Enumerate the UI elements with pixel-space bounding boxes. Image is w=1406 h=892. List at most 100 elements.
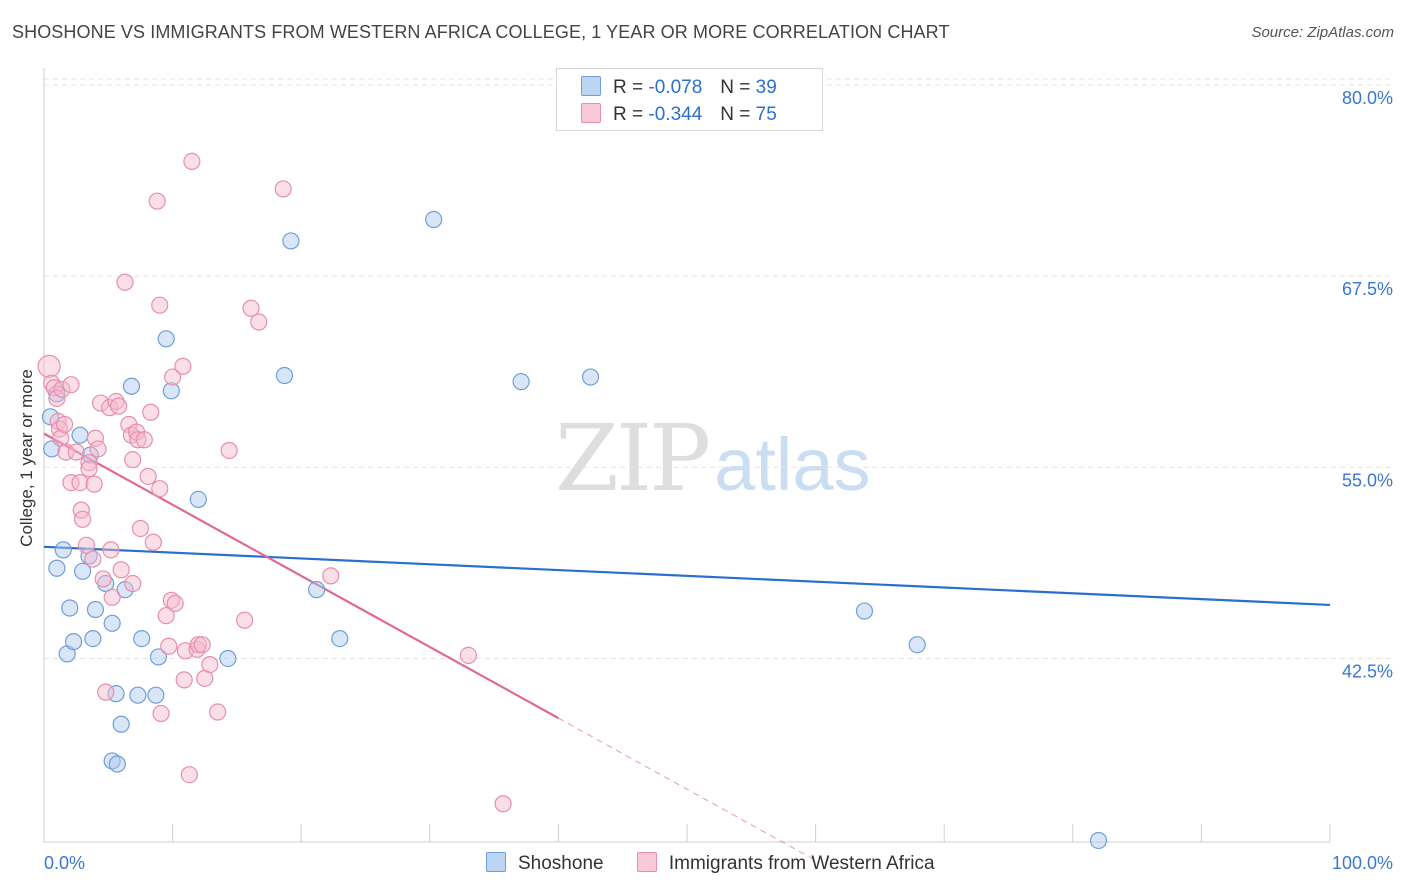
immigrants-point — [103, 588, 121, 606]
immigrants-point — [102, 541, 120, 559]
immigrants-point — [142, 403, 160, 421]
correlation-legend: R = -0.078 N = 39 R = -0.344 N = 75 — [556, 68, 823, 131]
immigrants-point — [201, 655, 219, 674]
r-label: R = — [613, 77, 644, 98]
immigrants-point — [85, 475, 103, 493]
immigrants-point — [107, 392, 125, 411]
immigrants-point — [193, 636, 211, 654]
immigrants-point — [112, 561, 130, 579]
immigrants-point — [67, 443, 85, 461]
y-tick-label: 67.5% — [1342, 279, 1393, 299]
legend-item-immigrants: Immigrants from Western Africa — [636, 852, 935, 875]
shoshone-point — [64, 633, 83, 651]
immigrants-point — [175, 671, 193, 689]
shoshone-point — [97, 574, 115, 593]
shoshone-legend-label: Shoshone — [518, 853, 604, 874]
shoshone-point — [855, 602, 874, 620]
immigrants-point — [48, 389, 66, 408]
source-label: Source: ZipAtlas.com — [1251, 24, 1394, 41]
immigrants-point — [129, 431, 147, 449]
shoshone-point — [54, 541, 72, 559]
shoshone-point — [219, 649, 237, 668]
immigrants-point — [144, 533, 162, 551]
immigrants-point — [459, 646, 477, 665]
shoshone-legend-swatch — [486, 852, 506, 872]
immigrants-point — [89, 440, 107, 458]
immigrants-point — [55, 415, 74, 434]
immigrants-point — [242, 299, 260, 317]
immigrants-point — [124, 574, 142, 593]
shoshone-point — [103, 614, 121, 632]
shoshone-trendline — [43, 545, 1331, 607]
r-label: R = — [613, 104, 644, 125]
shoshone-point — [73, 562, 92, 580]
shoshone-point — [129, 686, 147, 704]
y-tick-label: 42.5% — [1342, 661, 1393, 681]
shoshone-swatch — [581, 76, 601, 96]
shoshone-point — [71, 426, 89, 444]
immigrants-legend-swatch — [636, 852, 657, 872]
tick-labels: 42.5% 55.0% 67.5% 80.0% 0.0% 100.0% — [44, 88, 1393, 873]
immigrants-n-value: 75 — [755, 104, 777, 125]
immigrants-point — [180, 766, 198, 784]
shoshone-point — [282, 232, 300, 250]
immigrants-point — [37, 354, 61, 378]
shoshone-r-value: -0.078 — [648, 77, 703, 98]
immigrants-point — [250, 313, 268, 331]
immigrants-point — [220, 441, 238, 460]
immigrants-point — [86, 429, 105, 447]
immigrants-point — [152, 704, 170, 723]
immigrants-point — [116, 273, 134, 291]
immigrants-point — [494, 795, 512, 813]
immigrants-point — [97, 683, 115, 701]
immigrants-point — [139, 467, 157, 486]
immigrants-point — [322, 567, 340, 585]
data-points — [37, 152, 1108, 850]
shoshone-point — [308, 581, 326, 599]
immigrants-point — [62, 376, 80, 394]
grid-lines — [44, 78, 1392, 659]
legend-row-immigrants: R = -0.344 N = 75 — [581, 103, 777, 127]
shoshone-point — [122, 377, 141, 395]
immigrants-point — [43, 374, 61, 392]
immigrants-point — [94, 570, 112, 588]
immigrants-point — [72, 501, 90, 519]
immigrants-point — [71, 473, 89, 492]
immigrants-point — [164, 368, 182, 386]
shoshone-point — [86, 600, 105, 619]
immigrants-point — [73, 510, 92, 528]
shoshone-point — [133, 629, 151, 648]
shoshone-point — [331, 629, 349, 648]
immigrants-point — [274, 180, 292, 198]
x-tick-label-max: 100.0% — [1332, 853, 1393, 873]
immigrants-point — [53, 380, 71, 398]
shoshone-point — [48, 559, 66, 577]
immigrants-point — [109, 397, 128, 415]
immigrants-point — [124, 451, 142, 469]
immigrants-point — [135, 431, 153, 449]
shoshone-point — [112, 715, 130, 733]
immigrants-point — [80, 454, 98, 472]
immigrants-trendline-extension — [558, 717, 816, 861]
immigrants-trendline — [43, 432, 559, 720]
shoshone-point — [103, 752, 121, 770]
immigrants-point — [50, 420, 69, 438]
immigrants-point — [157, 607, 175, 625]
shoshone-point — [84, 629, 102, 648]
shoshone-point — [425, 210, 443, 229]
shoshone-point — [275, 366, 294, 385]
immigrants-point — [148, 192, 166, 210]
immigrants-point — [131, 519, 150, 538]
shoshone-point — [162, 382, 180, 400]
immigrants-point — [151, 296, 169, 314]
legend-row-shoshone: R = -0.078 N = 39 — [581, 76, 777, 100]
immigrants-point — [166, 594, 184, 613]
immigrants-swatch — [581, 103, 601, 123]
zipatlas-watermark: ZIPatlas — [555, 405, 870, 512]
shoshone-point — [1089, 831, 1108, 850]
immigrants-point — [209, 703, 227, 721]
shoshone-point — [189, 490, 207, 509]
immigrants-point — [160, 637, 178, 655]
shoshone-point — [147, 686, 165, 704]
